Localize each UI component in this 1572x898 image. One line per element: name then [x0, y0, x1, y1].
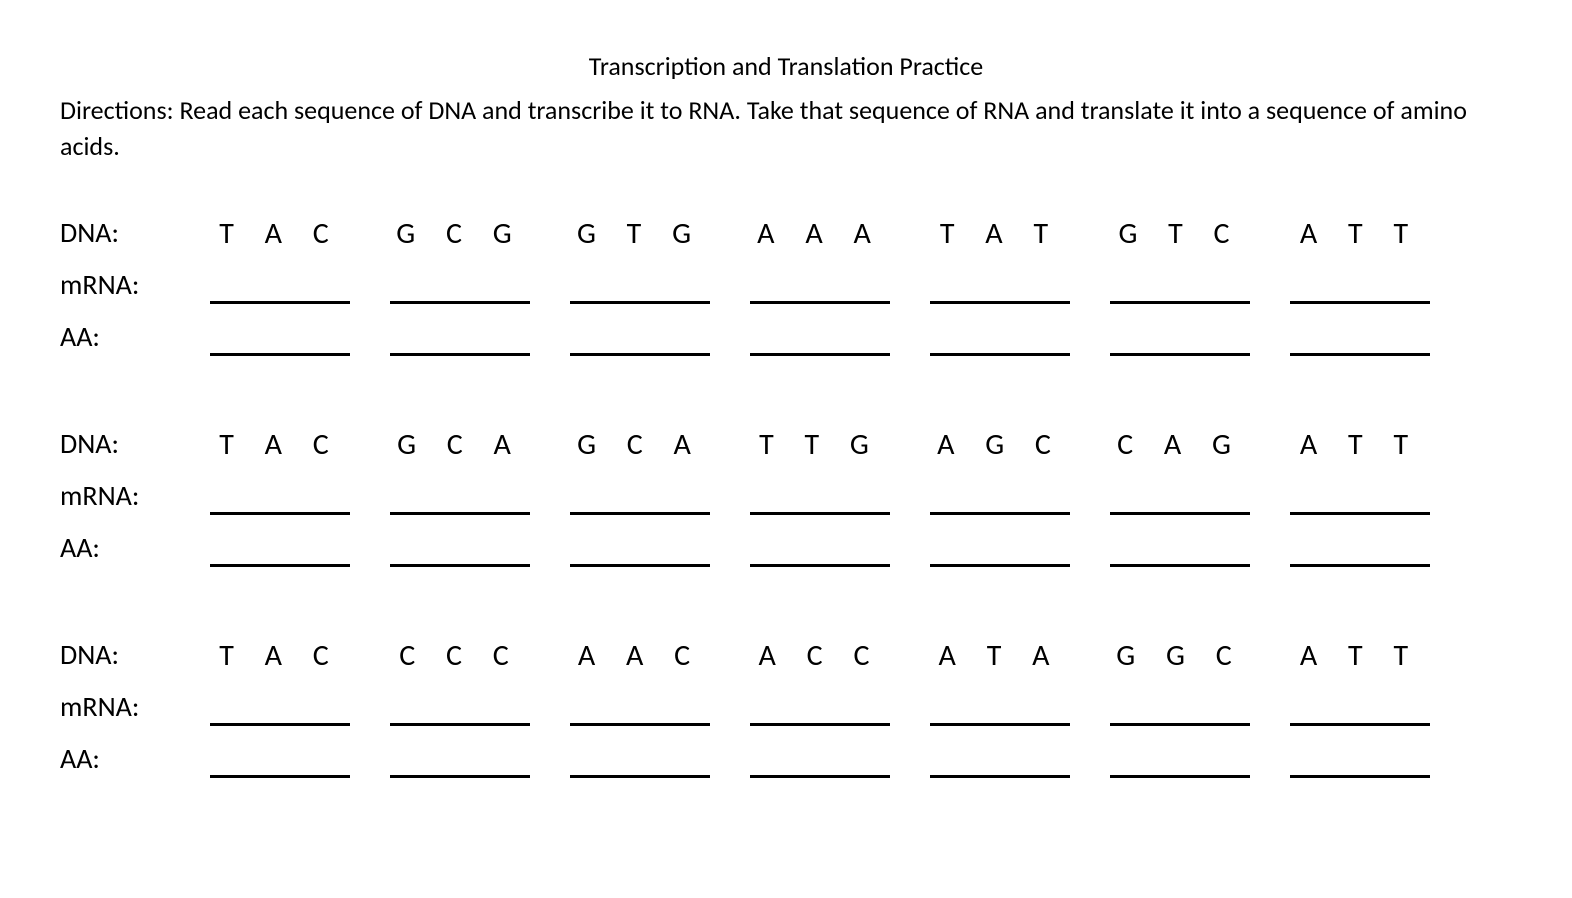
dna-codon: G G C [1110, 637, 1250, 674]
aa-blank[interactable] [1290, 535, 1430, 567]
dna-row: DNA:T A C G C G G T G A A A T A T G T C A T T [60, 215, 1512, 252]
dna-codon: C C C [390, 637, 530, 674]
mrna-blank[interactable] [570, 483, 710, 515]
dna-codons: T A CC C CA A CA C CA T AG G CA T T [210, 637, 1430, 674]
dna-codon: A T A [930, 637, 1070, 674]
dna-codon: A T T [1290, 215, 1430, 252]
dna-codon: G T C [1110, 215, 1250, 252]
problem: DNA:T A C G C A G C A T T G A G C C A G A T T m… [60, 426, 1512, 567]
aa-blank[interactable] [210, 324, 350, 356]
aa-blank[interactable] [750, 746, 890, 778]
mrna-blank[interactable] [390, 694, 530, 726]
mrna-blank[interactable] [930, 694, 1070, 726]
mrna-blank[interactable] [750, 694, 890, 726]
aa-blank[interactable] [930, 324, 1070, 356]
aa-blank[interactable] [750, 535, 890, 567]
aa-label: AA: [60, 741, 210, 778]
dna-row: DNA:T A C G C A G C A T T G A G C C A G A T T [60, 426, 1512, 463]
aa-row: AA: [60, 530, 1512, 567]
dna-label: DNA: [60, 637, 210, 674]
aa-blanks [210, 535, 1430, 567]
page-title: Transcription and Translation Practice [60, 50, 1512, 82]
mrna-blank[interactable] [750, 272, 890, 304]
dna-row: DNA:T A C C C C A A C A C C A T A G G C A T T [60, 637, 1512, 674]
dna-codon: T A C [210, 215, 350, 252]
aa-blanks [210, 746, 1430, 778]
dna-codon: A C C [750, 637, 890, 674]
mrna-row: mRNA: [60, 689, 1512, 726]
mrna-blank[interactable] [1110, 272, 1250, 304]
mrna-blank[interactable] [1290, 483, 1430, 515]
dna-codon: T A T [930, 215, 1070, 252]
aa-blank[interactable] [750, 324, 890, 356]
mrna-blanks [210, 483, 1430, 515]
mrna-blank[interactable] [210, 272, 350, 304]
dna-codon: G C G [390, 215, 530, 252]
dna-codon: A A C [570, 637, 710, 674]
mrna-label: mRNA: [60, 689, 210, 726]
dna-codon: T T G [750, 426, 890, 463]
mrna-blank[interactable] [1110, 483, 1250, 515]
aa-blank[interactable] [1110, 746, 1250, 778]
dna-codon: G T G [570, 215, 710, 252]
problem: DNA:T A C C C C A A C A C C A T A G G C A T T m… [60, 637, 1512, 778]
aa-label: AA: [60, 319, 210, 356]
mrna-row: mRNA: [60, 267, 1512, 304]
mrna-row: mRNA: [60, 478, 1512, 515]
aa-blank[interactable] [1110, 324, 1250, 356]
aa-blank[interactable] [210, 746, 350, 778]
dna-codon: A T T [1290, 426, 1430, 463]
mrna-blank[interactable] [1290, 272, 1430, 304]
mrna-label: mRNA: [60, 478, 210, 515]
mrna-blank[interactable] [1290, 694, 1430, 726]
aa-blank[interactable] [1290, 746, 1430, 778]
mrna-blank[interactable] [570, 694, 710, 726]
aa-blank[interactable] [570, 746, 710, 778]
aa-blanks [210, 324, 1430, 356]
dna-codon: A G C [930, 426, 1070, 463]
mrna-blanks [210, 694, 1430, 726]
dna-codon: G C A [570, 426, 710, 463]
mrna-label: mRNA: [60, 267, 210, 304]
problems-container: DNA:T A CG C GG T GA A AT A TG T CA T Tm… [60, 215, 1512, 778]
dna-codon: A A A [750, 215, 890, 252]
directions-text: Directions: Read each sequence of DNA an… [60, 92, 1512, 165]
mrna-blank[interactable] [930, 483, 1070, 515]
dna-codon: T A C [210, 426, 350, 463]
mrna-blank[interactable] [210, 483, 350, 515]
dna-label: DNA: [60, 215, 210, 252]
aa-blank[interactable] [570, 535, 710, 567]
aa-blank[interactable] [930, 746, 1070, 778]
aa-blank[interactable] [570, 324, 710, 356]
dna-codons: T A CG C AG C AT T GA G CC A GA T T [210, 426, 1430, 463]
aa-blank[interactable] [210, 535, 350, 567]
aa-blank[interactable] [1110, 535, 1250, 567]
mrna-blanks [210, 272, 1430, 304]
aa-blank[interactable] [930, 535, 1070, 567]
aa-row: AA: [60, 319, 1512, 356]
mrna-blank[interactable] [1110, 694, 1250, 726]
mrna-blank[interactable] [930, 272, 1070, 304]
dna-label: DNA: [60, 426, 210, 463]
aa-blank[interactable] [390, 535, 530, 567]
mrna-blank[interactable] [210, 694, 350, 726]
aa-row: AA: [60, 741, 1512, 778]
dna-codon: G C A [390, 426, 530, 463]
mrna-blank[interactable] [390, 483, 530, 515]
dna-codon: A T T [1290, 637, 1430, 674]
aa-label: AA: [60, 530, 210, 567]
aa-blank[interactable] [390, 324, 530, 356]
problem: DNA:T A C G C G G T G A A A T A T G T C A T T m… [60, 215, 1512, 356]
aa-blank[interactable] [1290, 324, 1430, 356]
aa-blank[interactable] [390, 746, 530, 778]
mrna-blank[interactable] [570, 272, 710, 304]
dna-codons: T A CG C GG T GA A AT A TG T CA T T [210, 215, 1430, 252]
mrna-blank[interactable] [750, 483, 890, 515]
dna-codon: T A C [210, 637, 350, 674]
dna-codon: C A G [1110, 426, 1250, 463]
mrna-blank[interactable] [390, 272, 530, 304]
